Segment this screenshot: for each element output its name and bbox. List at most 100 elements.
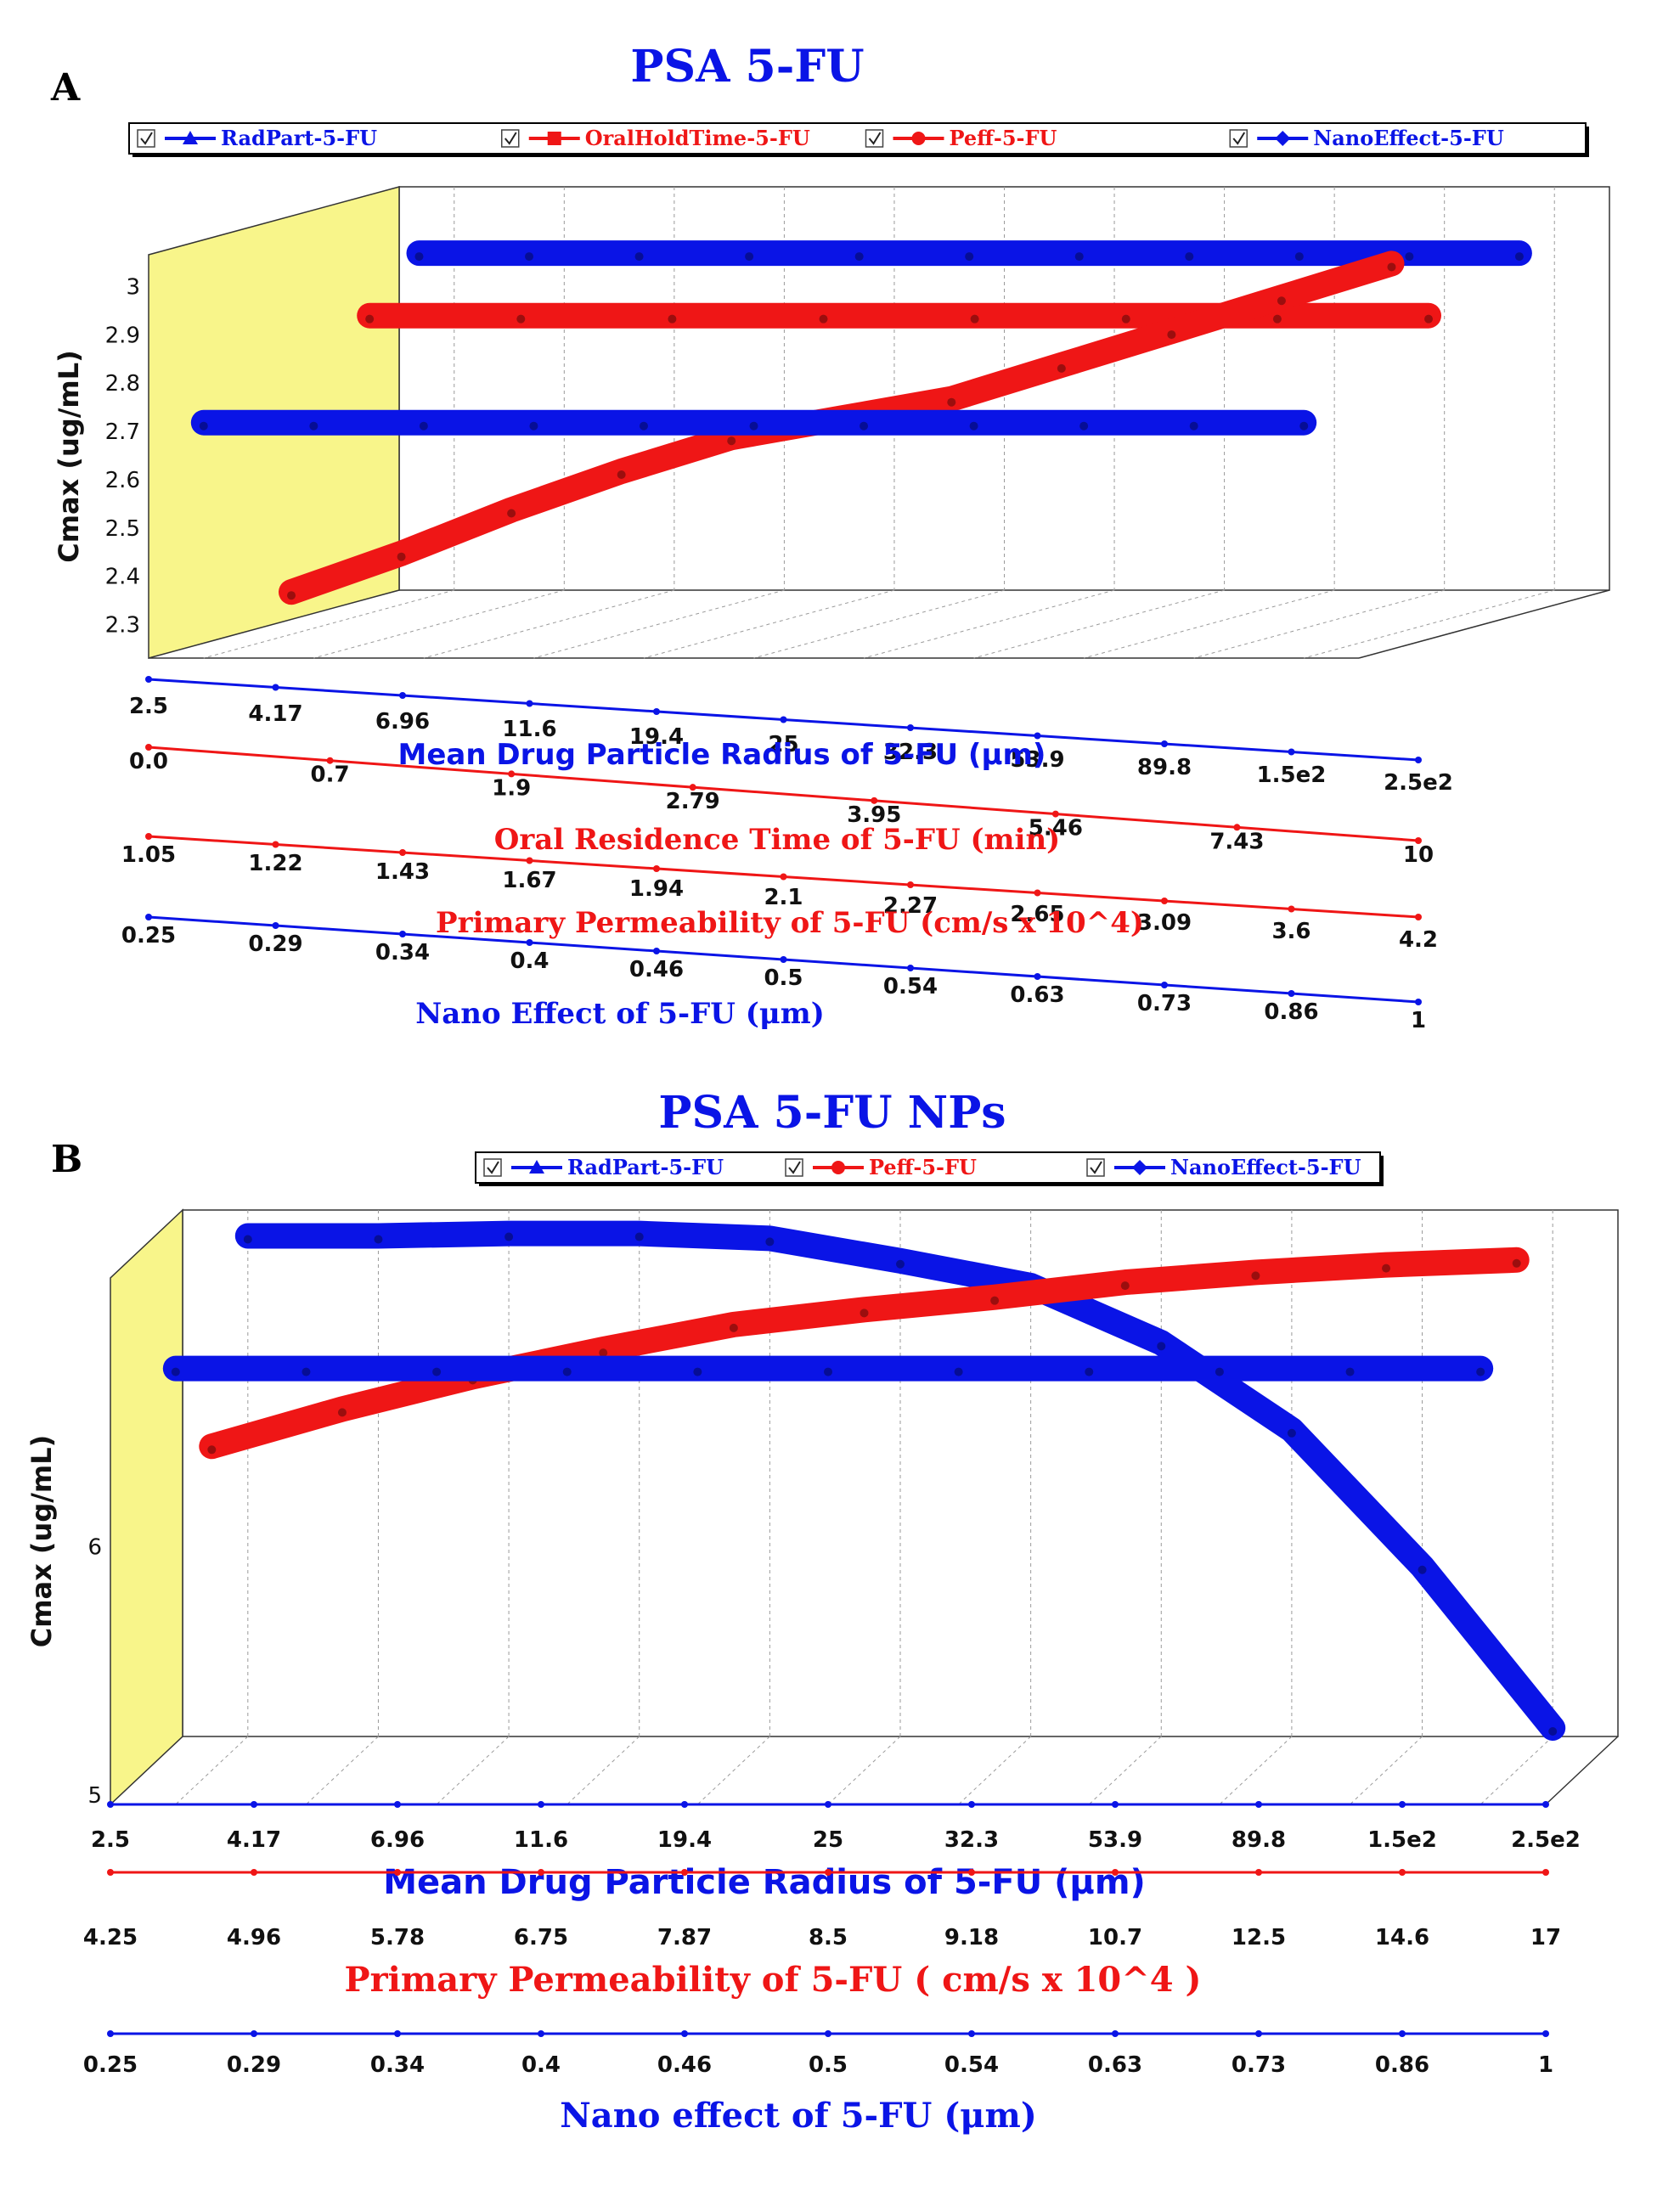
x-tick-label: 5.78 [370, 1925, 425, 1950]
legend: RadPart-5-FU Peff-5-FU NanoEffect-5-FU [475, 1151, 1384, 1186]
legend-label: Peff-5-FU [869, 1155, 977, 1179]
axis-tick [1161, 740, 1168, 747]
x-tick-label: 0.5 [809, 2052, 848, 2078]
y-tick-label: 2.8 [105, 371, 140, 397]
axis-tick [907, 881, 914, 888]
axis-tick [1415, 999, 1422, 1005]
series-nanoeffect-5-fu [190, 409, 1317, 436]
floor-grid-line [1480, 1736, 1553, 1805]
x-tick-label: 6.96 [375, 709, 430, 735]
data-point [634, 252, 644, 262]
x-axis-title: Mean Drug Particle Radius of 5-FU (μm) [398, 738, 1046, 772]
floor-edge-right [1358, 589, 1610, 659]
data-point [1185, 252, 1194, 262]
chart-title: PSA 5-FU NPs [658, 1087, 1006, 1139]
panel-letter: A [50, 66, 81, 110]
axis-tick [107, 2030, 114, 2037]
data-point [309, 421, 318, 431]
x-tick-label: 2.5 [91, 1827, 130, 1853]
x-tick-label: 0.63 [1010, 982, 1064, 1008]
x-tick-label: 8.5 [809, 1925, 848, 1950]
x-tick-label: 0.29 [248, 932, 302, 957]
x-tick-label: 1.5e2 [1367, 1827, 1437, 1853]
legend-label: NanoEffect-5-FU [1313, 126, 1504, 150]
y-tick-label: 2.5 [105, 516, 140, 542]
data-point [243, 1235, 252, 1244]
data-point [599, 1348, 608, 1358]
x-tick-label: 3.6 [1271, 919, 1310, 944]
x-tick-label: 1 [1538, 2052, 1553, 2078]
axis-tick [145, 914, 152, 920]
y-tick-label: 3 [126, 274, 140, 300]
x-tick-label: 1.67 [502, 868, 556, 893]
axis-line [148, 746, 1419, 842]
triangle-marker-icon [183, 131, 198, 144]
x-tick-label: 25 [768, 732, 798, 757]
data-point [990, 1296, 1000, 1305]
series-radpart-5-fu [406, 240, 1532, 267]
data-point [562, 1367, 572, 1376]
x-axis-title: Primary Permeability of 5-FU (cm/s x 10^… [436, 906, 1144, 940]
series-oralholdtime-5-fu [357, 302, 1441, 329]
y-tick-label: 2.9 [105, 323, 140, 348]
x-tick-label: 53.9 [1088, 1827, 1142, 1853]
x-tick-label: 1 [1411, 1008, 1426, 1033]
floor-grid-line [697, 1736, 770, 1805]
x-tick-label: 11.6 [514, 1827, 568, 1853]
x-axis-3: 0.25 0.29 0.34 0.4 0.46 0.5 0.54 0.63 0.73 0.86 1 N… [83, 2030, 1553, 2136]
axis-tick [968, 1801, 975, 1808]
check-icon [140, 132, 153, 145]
axis-tick [825, 2030, 831, 2037]
panel-b: B PSA 5-FU NPs RadPart-5-FU Peff-5-FU NanoEf… [25, 1087, 1619, 2136]
axis-tick [1051, 810, 1059, 818]
circle-marker-icon [911, 132, 926, 145]
axis-tick [1288, 990, 1295, 997]
x-tick-label: 3.95 [847, 802, 901, 828]
data-point [1294, 252, 1304, 262]
axis-tick [394, 1801, 401, 1808]
x-tick-label: 4.17 [227, 1827, 281, 1853]
data-point [1167, 330, 1176, 340]
x-tick-label: 25 [813, 1827, 843, 1853]
data-point [1277, 296, 1286, 306]
legend-box [475, 1151, 1381, 1184]
x-tick-label: 1.05 [121, 842, 176, 868]
x-tick-label: 0.73 [1232, 2052, 1286, 2078]
legend-label: NanoEffect-5-FU [1170, 1155, 1361, 1179]
x-tick-label: 11.6 [502, 717, 556, 742]
floor-grid-line [958, 1736, 1031, 1805]
data-point [419, 421, 428, 431]
data-point [302, 1367, 311, 1376]
axis-tick [1233, 824, 1241, 831]
axis-tick [107, 1869, 114, 1876]
data-point [1418, 1565, 1427, 1574]
x-tick-label: 7.43 [1209, 829, 1264, 854]
x-tick-label: 89.8 [1232, 1827, 1286, 1853]
x-tick-label: 4.96 [227, 1925, 281, 1950]
axis-tick [1415, 757, 1422, 763]
x-tick-label: 17 [1530, 1925, 1561, 1950]
axis-tick [526, 857, 533, 864]
floor-grid-line [203, 589, 454, 659]
data-point [1157, 1342, 1166, 1351]
legend-item: Peff-5-FU [865, 126, 1057, 150]
data-point [525, 252, 534, 262]
data-point [397, 552, 406, 561]
data-point [1057, 363, 1066, 373]
data-point [860, 421, 869, 431]
floor-grid-line [1350, 1736, 1423, 1805]
x-tick-label: 0.7 [311, 763, 350, 788]
axis-tick [689, 784, 696, 791]
check-icon [504, 132, 517, 145]
chart-title: PSA 5-FU [630, 41, 864, 93]
axis-tick [272, 922, 279, 929]
data-point [727, 436, 736, 446]
x-tick-label: 19.4 [657, 1827, 712, 1853]
data-point [1548, 1727, 1558, 1736]
axis-tick [538, 1869, 544, 1876]
x-tick-label: 2.5 [129, 694, 168, 719]
x-tick-label: 1.5e2 [1257, 763, 1327, 788]
axis-tick [399, 849, 406, 856]
axis-tick [394, 2030, 401, 2037]
